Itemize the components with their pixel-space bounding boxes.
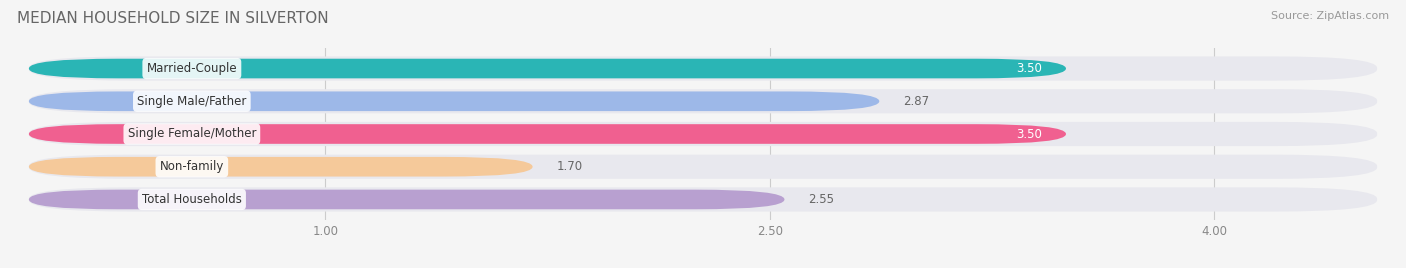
Text: 1.70: 1.70 <box>557 160 582 173</box>
FancyBboxPatch shape <box>30 59 1066 78</box>
Text: Total Households: Total Households <box>142 193 242 206</box>
Text: 2.55: 2.55 <box>808 193 834 206</box>
FancyBboxPatch shape <box>30 57 1376 81</box>
Text: Single Male/Father: Single Male/Father <box>138 95 246 108</box>
Text: Source: ZipAtlas.com: Source: ZipAtlas.com <box>1271 11 1389 21</box>
Text: Married-Couple: Married-Couple <box>146 62 238 75</box>
FancyBboxPatch shape <box>30 89 1376 113</box>
FancyBboxPatch shape <box>30 187 1376 211</box>
FancyBboxPatch shape <box>30 91 879 111</box>
Text: MEDIAN HOUSEHOLD SIZE IN SILVERTON: MEDIAN HOUSEHOLD SIZE IN SILVERTON <box>17 11 329 26</box>
Text: 2.87: 2.87 <box>903 95 929 108</box>
Text: 3.50: 3.50 <box>1017 128 1042 140</box>
FancyBboxPatch shape <box>30 190 785 209</box>
Text: 3.50: 3.50 <box>1017 62 1042 75</box>
FancyBboxPatch shape <box>30 157 533 177</box>
FancyBboxPatch shape <box>30 122 1376 146</box>
FancyBboxPatch shape <box>30 155 1376 179</box>
FancyBboxPatch shape <box>30 124 1066 144</box>
Text: Single Female/Mother: Single Female/Mother <box>128 128 256 140</box>
Text: Non-family: Non-family <box>160 160 224 173</box>
